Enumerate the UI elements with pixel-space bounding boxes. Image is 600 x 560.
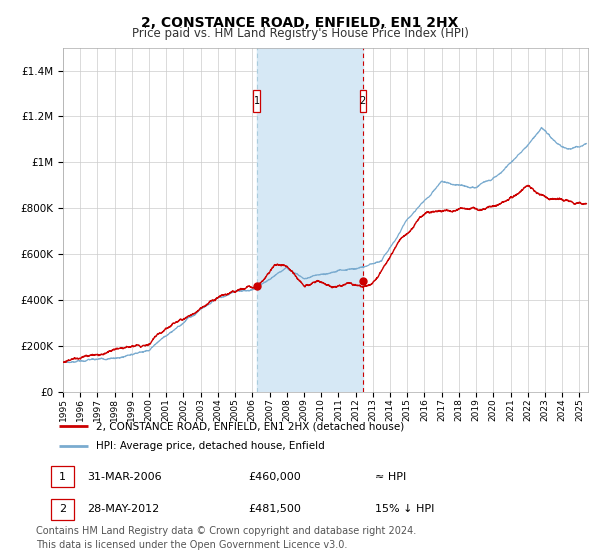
Text: 28-MAY-2012: 28-MAY-2012 [88,505,160,515]
Text: 31-MAR-2006: 31-MAR-2006 [88,472,162,482]
FancyBboxPatch shape [50,499,74,520]
Text: 15% ↓ HPI: 15% ↓ HPI [376,505,435,515]
Text: 1: 1 [254,96,260,106]
Text: 1: 1 [59,472,66,482]
Text: 2, CONSTANCE ROAD, ENFIELD, EN1 2HX: 2, CONSTANCE ROAD, ENFIELD, EN1 2HX [142,16,458,30]
Text: HPI: Average price, detached house, Enfield: HPI: Average price, detached house, Enfi… [95,441,324,451]
FancyBboxPatch shape [359,90,366,112]
Text: 2, CONSTANCE ROAD, ENFIELD, EN1 2HX (detached house): 2, CONSTANCE ROAD, ENFIELD, EN1 2HX (det… [95,421,404,431]
Text: 2: 2 [360,96,366,106]
Text: Price paid vs. HM Land Registry's House Price Index (HPI): Price paid vs. HM Land Registry's House … [131,27,469,40]
Text: 2: 2 [59,505,66,515]
Text: £481,500: £481,500 [248,505,302,515]
Text: Contains HM Land Registry data © Crown copyright and database right 2024.
This d: Contains HM Land Registry data © Crown c… [36,526,416,549]
FancyBboxPatch shape [50,466,74,487]
Text: ≈ HPI: ≈ HPI [376,472,407,482]
Bar [257,48,363,392]
Text: £460,000: £460,000 [248,472,301,482]
FancyBboxPatch shape [253,90,260,112]
